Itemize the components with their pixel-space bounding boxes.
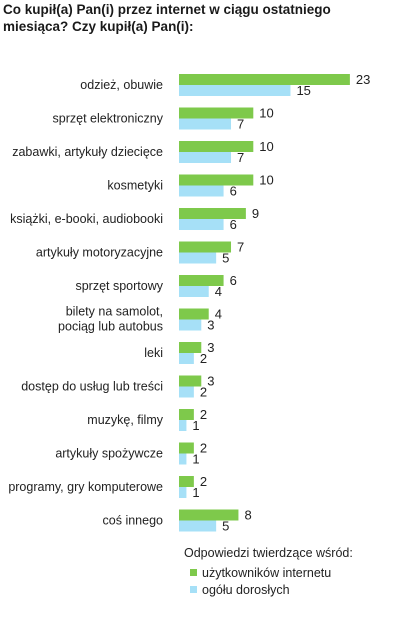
category-label: kosmetyki [107, 179, 163, 193]
bar-all-adults [179, 420, 187, 431]
value-label-internet-users: 2 [200, 441, 207, 456]
bar-internet-users [179, 509, 239, 521]
legend-item-internet-users: użytkowników internetu [190, 564, 353, 581]
bar-all-adults [179, 85, 291, 96]
value-label-all-adults: 5 [222, 251, 229, 266]
value-label-internet-users: 10 [259, 106, 273, 121]
bar-internet-users [179, 476, 194, 487]
value-label-all-adults: 1 [192, 418, 199, 433]
bar-internet-users [179, 141, 254, 152]
bar-all-adults [179, 453, 187, 465]
category-label: artykuły spożywcze [55, 447, 163, 461]
category-label: programy, gry komputerowe [8, 480, 163, 494]
category-label: odzież, obuwie [80, 78, 163, 92]
value-label-internet-users: 10 [259, 139, 273, 154]
value-label-all-adults: 1 [192, 452, 199, 467]
value-label-internet-users: 4 [215, 307, 222, 322]
value-label-internet-users: 3 [207, 374, 214, 389]
bar-all-adults [179, 252, 217, 264]
bar-internet-users [179, 107, 254, 119]
value-label-all-adults: 5 [222, 519, 229, 534]
bar-all-adults [179, 520, 217, 532]
value-label-all-adults: 6 [230, 217, 237, 232]
value-label-all-adults: 3 [207, 318, 214, 333]
value-label-all-adults: 1 [192, 485, 199, 500]
value-label-all-adults: 2 [200, 385, 207, 400]
bar-all-adults [179, 353, 194, 364]
category-label: coś innego [103, 514, 164, 528]
value-label-internet-users: 9 [252, 206, 259, 221]
value-label-all-adults: 7 [237, 150, 244, 165]
bar-all-adults [179, 286, 209, 297]
category-label: muzykę, filmy [87, 413, 163, 427]
bar-all-adults [179, 152, 232, 163]
legend-label-all-adults: ogółu dorosłych [202, 582, 290, 597]
category-label: leki [144, 346, 163, 360]
legend-title: Odpowiedzi twierdzące wśród: [184, 546, 353, 560]
bar-internet-users [179, 174, 254, 186]
legend-item-all-adults: ogółu dorosłych [190, 581, 353, 598]
bar-internet-users [179, 275, 224, 286]
value-label-internet-users: 7 [237, 240, 244, 255]
category-label: zabawki, artykuły dziecięce [12, 145, 163, 159]
legend-swatch-internet-users [190, 569, 197, 576]
bar-internet-users [179, 241, 232, 253]
value-label-internet-users: 3 [207, 340, 214, 355]
category-label: sprzęt sportowy [75, 279, 163, 293]
legend-swatch-all-adults [190, 586, 197, 593]
value-label-all-adults: 15 [296, 83, 310, 98]
value-label-internet-users: 10 [259, 173, 273, 188]
category-label: bilety na samolot, pociąg lub autobus [58, 305, 163, 334]
value-label-all-adults: 6 [230, 184, 237, 199]
legend-label-internet-users: użytkowników internetu [202, 565, 332, 580]
value-label-internet-users: 8 [244, 508, 251, 523]
category-label: artykuły motoryzacyjne [36, 246, 163, 260]
value-label-all-adults: 4 [215, 284, 222, 299]
bar-all-adults [179, 118, 232, 130]
bar-internet-users [179, 74, 350, 85]
category-label: sprzęt elektroniczny [53, 112, 164, 126]
bar-all-adults [179, 487, 187, 498]
category-label: książki, e-booki, audiobooki [10, 212, 163, 226]
legend: Odpowiedzi twierdzące wśród: użytkownikó… [184, 546, 353, 598]
bar-all-adults [179, 386, 194, 398]
bar-internet-users [179, 308, 209, 320]
bar-internet-users [179, 208, 246, 219]
value-label-internet-users: 23 [356, 72, 370, 87]
bar-all-adults [179, 219, 224, 230]
chart-title: Co kupił(a) Pan(i) przez internet w ciąg… [3, 2, 331, 34]
bar-internet-users [179, 442, 194, 454]
bar-internet-users [179, 375, 202, 387]
value-label-internet-users: 6 [230, 273, 237, 288]
bar-internet-users [179, 342, 202, 353]
value-label-internet-users: 2 [200, 407, 207, 422]
value-label-internet-users: 2 [200, 474, 207, 489]
bar-all-adults [179, 185, 224, 197]
bar-all-adults [179, 319, 202, 331]
category-label: dostęp do usług lub treści [21, 380, 163, 394]
value-label-all-adults: 2 [200, 351, 207, 366]
value-label-all-adults: 7 [237, 117, 244, 132]
bar-internet-users [179, 409, 194, 420]
